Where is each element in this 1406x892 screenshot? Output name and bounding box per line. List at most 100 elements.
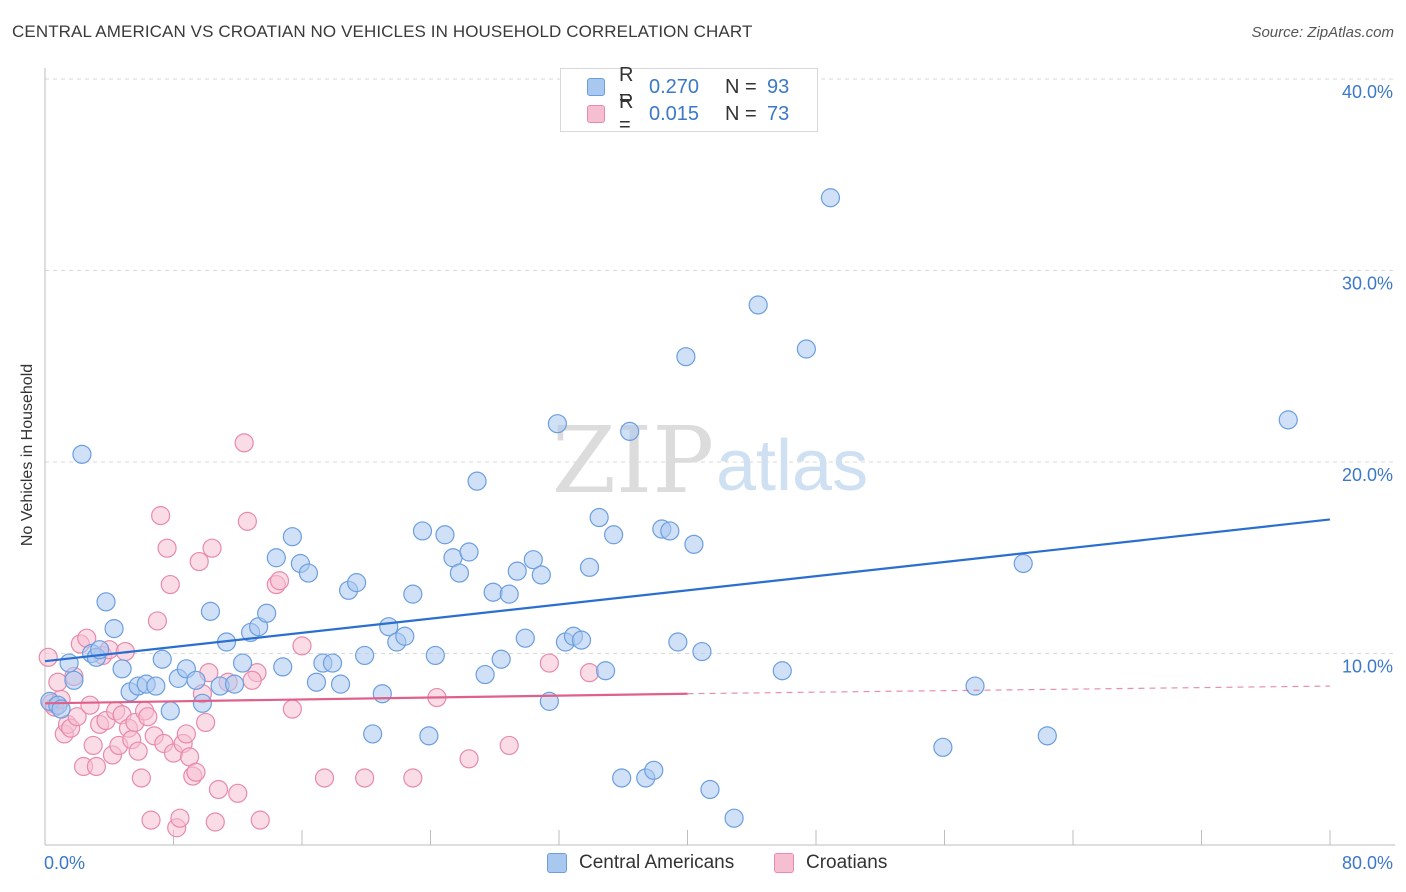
- source-label: Source: ZipAtlas.com: [1251, 24, 1394, 41]
- croatian-point: [234, 433, 254, 453]
- croatian-point: [38, 647, 58, 667]
- n-value: 73: [767, 102, 790, 125]
- watermark-atlas: atlas: [716, 426, 868, 506]
- central-american-point: [363, 724, 383, 744]
- r-label: R =: [619, 91, 634, 136]
- central-american-point: [467, 471, 487, 491]
- central-american-point: [403, 584, 423, 604]
- croatians-trend-extension: [687, 685, 1331, 695]
- legend-item-central-americans: Central Americans: [547, 852, 734, 874]
- croatian-point: [202, 538, 222, 558]
- central-american-point: [507, 561, 527, 581]
- central-american-point: [330, 674, 351, 694]
- central-american-point: [425, 645, 445, 666]
- blue-swatch-icon: [587, 78, 605, 96]
- croatian-point: [157, 538, 177, 558]
- croatian-point: [86, 756, 107, 777]
- central-american-point: [152, 649, 172, 669]
- central-american-point: [355, 645, 375, 666]
- croatian-point: [205, 812, 225, 832]
- central-american-point: [273, 657, 293, 677]
- central-american-point: [668, 632, 688, 652]
- central-american-point: [692, 641, 712, 662]
- series-legend: Central Americans Croatians: [0, 852, 1406, 878]
- chart-title: CENTRAL AMERICAN VS CROATIAN NO VEHICLES…: [12, 22, 753, 41]
- legend-label: Central Americans: [579, 852, 735, 873]
- central-american-point: [372, 684, 392, 704]
- croatians-points: [38, 433, 600, 838]
- croatian-point: [539, 653, 559, 673]
- central-american-point: [232, 653, 253, 673]
- central-american-point: [724, 808, 744, 828]
- croatian-point: [128, 741, 148, 761]
- central-american-point: [820, 188, 841, 208]
- n-label: N =: [725, 75, 757, 98]
- central-american-point: [306, 672, 327, 692]
- central-american-point: [515, 628, 535, 648]
- croatian-point: [355, 768, 375, 788]
- croatian-point: [242, 670, 262, 690]
- central-american-point: [146, 676, 166, 696]
- central-american-point: [475, 664, 495, 685]
- central-american-point: [933, 737, 953, 757]
- central-american-point: [1013, 553, 1033, 574]
- croatian-point: [186, 762, 206, 782]
- central-american-point: [676, 347, 696, 367]
- croatian-point: [269, 571, 290, 591]
- croatians-trend-line: [44, 692, 688, 705]
- central-american-point: [96, 592, 116, 612]
- central-american-point: [579, 557, 600, 577]
- central-american-point: [435, 525, 455, 545]
- central-american-point: [266, 548, 286, 568]
- central-american-point: [700, 779, 720, 800]
- central-american-point: [595, 661, 616, 681]
- n-label: N =: [725, 102, 757, 125]
- croatian-point: [282, 699, 302, 719]
- croatian-point: [170, 808, 190, 828]
- croatian-point: [67, 707, 87, 727]
- croatian-point: [80, 695, 100, 715]
- central-american-point: [660, 521, 680, 541]
- croatian-point: [151, 506, 171, 526]
- central-american-point: [395, 626, 415, 646]
- central-american-point: [523, 550, 543, 570]
- central-american-point: [160, 701, 180, 721]
- croatian-point: [131, 768, 151, 788]
- croatian-point: [176, 724, 196, 744]
- central-americans-points: [40, 188, 1298, 828]
- y-tick-labels: 10.0% 20.0% 30.0% 40.0%: [1342, 82, 1393, 677]
- croatian-point: [292, 636, 312, 656]
- central-american-point: [499, 584, 519, 604]
- central-american-point: [547, 414, 567, 434]
- central-american-point: [965, 676, 985, 696]
- central-american-point: [347, 573, 367, 593]
- central-american-point: [64, 670, 84, 690]
- legend-label: Croatians: [806, 852, 888, 873]
- croatian-point: [314, 768, 335, 788]
- croatian-point: [459, 749, 479, 769]
- y-tick-label: 20.0%: [1342, 465, 1393, 485]
- croatian-point: [403, 768, 423, 788]
- central-american-point: [604, 525, 624, 545]
- croatian-point: [250, 810, 270, 830]
- y-tick-label: 30.0%: [1342, 274, 1393, 294]
- correlation-legend: R = 0.270 N = 93 R = 0.015 N = 73: [560, 64, 818, 136]
- grid-lines: [45, 78, 1395, 654]
- central-american-point: [112, 659, 132, 679]
- central-american-point: [589, 507, 609, 528]
- croatian-point: [147, 611, 168, 631]
- central-american-point: [224, 674, 245, 694]
- central-american-point: [483, 582, 503, 602]
- legend-item-croatians: Croatians: [774, 852, 887, 874]
- central-american-point: [419, 726, 439, 746]
- croatian-point: [208, 779, 229, 800]
- y-tick-label: 40.0%: [1342, 82, 1393, 102]
- central-american-point: [412, 521, 433, 541]
- r-value: 0.015: [649, 102, 700, 125]
- x-tick-label-max: 80.0%: [1342, 853, 1393, 873]
- central-american-point: [282, 527, 302, 547]
- croatian-point: [228, 783, 248, 803]
- blue-swatch-icon: [547, 853, 567, 873]
- croatian-point: [160, 574, 180, 595]
